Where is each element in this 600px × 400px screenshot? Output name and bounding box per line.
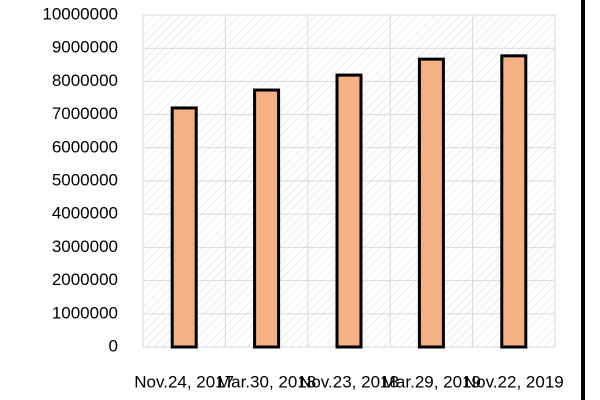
x-tick-label: Nov.22, 2019 — [464, 372, 564, 391]
x-tick-label: Nov.24, 2017 — [134, 372, 234, 391]
bar — [253, 88, 281, 349]
y-tick-label: 3000000 — [52, 237, 118, 256]
bar — [170, 106, 198, 349]
y-tick-label: 8000000 — [52, 71, 118, 90]
y-tick-label: 2000000 — [52, 270, 118, 289]
y-tick-label: 0 — [109, 336, 118, 355]
bar — [335, 73, 363, 349]
y-tick-label: 10000000 — [42, 4, 118, 23]
y-tick-label: 1000000 — [52, 303, 118, 322]
x-tick-label: Mar.30, 2018 — [217, 372, 316, 391]
y-tick-label: 9000000 — [52, 38, 118, 57]
x-tick-label: Nov.23, 2018 — [299, 372, 399, 391]
y-tick-label: 7000000 — [52, 104, 118, 123]
bar — [417, 57, 445, 349]
y-tick-label: 5000000 — [52, 170, 118, 189]
y-tick-label: 6000000 — [52, 137, 118, 156]
x-tick-label: Mar.29, 2019 — [382, 372, 481, 391]
y-tick-label: 4000000 — [52, 204, 118, 223]
bar — [500, 54, 528, 349]
